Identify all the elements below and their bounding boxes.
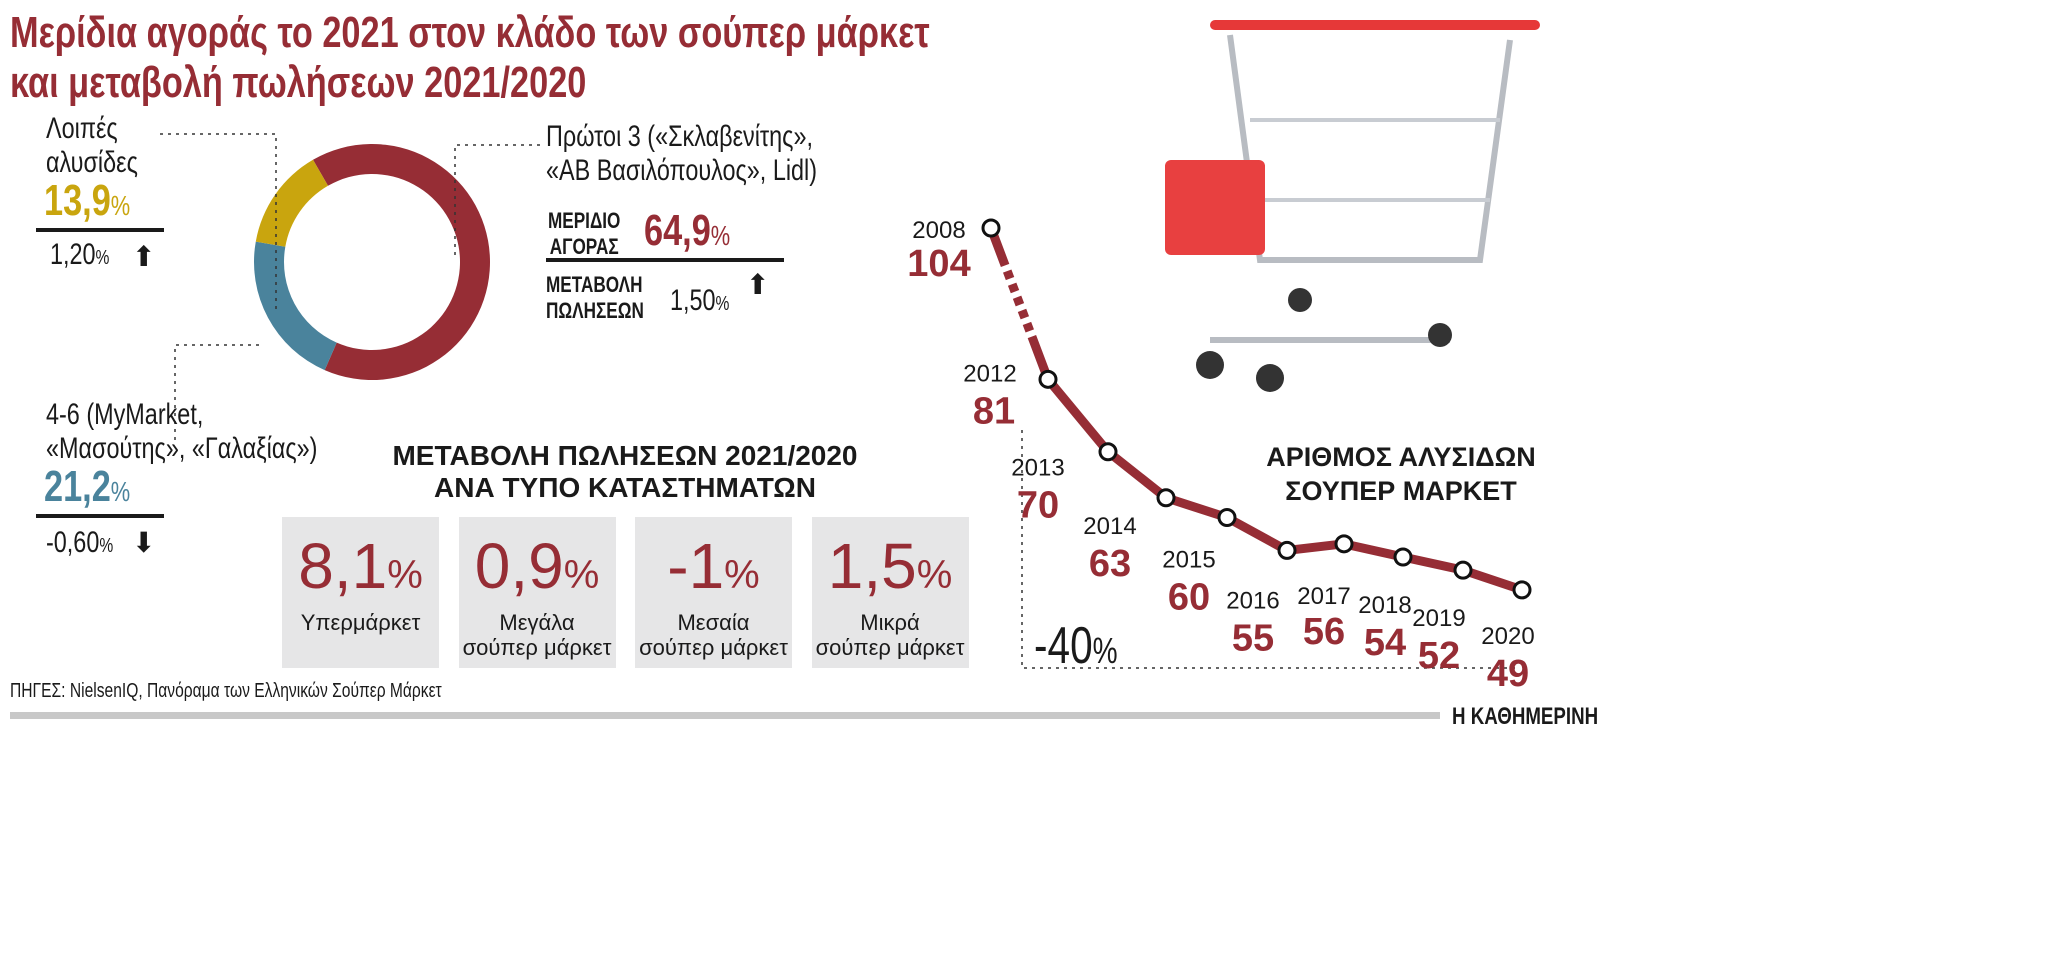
source: ΠΗΓΕΣ: NielsenIQ, Πανόραμα των Ελληνικών…	[10, 680, 442, 702]
publisher-logo: Η ΚΑΘΗΜΕΡΙΝΗ	[1452, 703, 1599, 730]
data-point	[1277, 540, 1297, 560]
line-segment	[1286, 539, 1345, 555]
leader-line-top3	[454, 144, 540, 260]
top3-share-label: ΜΕΡΙΔΙΟ ΑΓΟΡΑΣ	[548, 208, 621, 259]
down-arrow-icon: ⬇	[132, 527, 156, 558]
value-label: 54	[1364, 622, 1406, 664]
data-point	[1098, 442, 1118, 462]
store-type-value: 1,5%	[827, 530, 953, 602]
title-line-1: Μερίδια αγοράς το 2021 στον κλάδο των σο…	[10, 8, 930, 57]
value-label: 56	[1303, 611, 1345, 653]
store-type-box: 1,5% Μικρά σούπερ μάρκετ	[811, 517, 969, 668]
value-label: 70	[1017, 485, 1059, 527]
year-label: 2017	[1297, 583, 1350, 610]
others-share: 13,9%	[44, 176, 131, 225]
up-arrow-icon: ⬆	[132, 241, 156, 272]
value-label: 55	[1232, 617, 1274, 659]
others-label: Λοιπές αλυσίδες	[46, 112, 138, 179]
store-type-label: Μεσαία σούπερ μάρκετ	[639, 610, 788, 660]
donut-segment-top3	[313, 144, 490, 381]
divider	[546, 258, 784, 262]
donut-segment-others	[255, 159, 328, 247]
line-segment	[1224, 513, 1290, 555]
title-line-2: και μεταβολή πωλήσεων 2021/2020	[10, 58, 587, 107]
value-label: 81	[973, 390, 1015, 432]
year-label: 2014	[1083, 513, 1136, 540]
year-label: 2015	[1162, 547, 1215, 574]
mid-share: 21,2%	[44, 462, 131, 511]
line-segment	[986, 226, 1053, 381]
line-segment	[1164, 493, 1229, 522]
store-type-label: Μεγάλα σούπερ μάρκετ	[462, 610, 612, 660]
mid-label: 4-6 (MyMarket, «Μασούτης», «Γαλαξίας»)	[46, 398, 318, 465]
year-label: 2018	[1358, 592, 1411, 619]
divider	[36, 514, 164, 518]
store-type-value: 0,9%	[474, 530, 600, 602]
leader-line-mid	[174, 344, 262, 440]
data-point	[1217, 508, 1237, 528]
top3-label: Πρώτοι 3 («Σκλαβενίτης», «ΑΒ Βασιλόπουλος…	[546, 120, 818, 187]
year-label: 2008	[912, 217, 965, 244]
line-segment	[1402, 552, 1464, 575]
store-type-box: 8,1% Υπερμάρκετ	[282, 517, 439, 668]
year-label: 2016	[1226, 587, 1279, 614]
divider	[36, 228, 164, 232]
store-type-box: 0,9% Μεγάλα σούπερ μάρκετ	[458, 517, 616, 668]
store-types-title: ΜΕΤΑΒΟΛΗ ΠΩΛΗΣΕΩΝ 2021/2020 ΑΝΑ ΤΥΠΟ ΚΑΤΑ…	[392, 440, 858, 503]
donut-segment-mid	[253, 241, 337, 371]
line-segment	[1343, 539, 1404, 562]
up-arrow-icon: ⬆	[746, 269, 770, 300]
range-bracket	[1021, 430, 1520, 669]
line-segment	[1105, 448, 1169, 502]
shopping-cart-icon	[1165, 20, 1540, 392]
data-point	[981, 218, 1001, 238]
data-point	[1334, 534, 1354, 554]
top3-share: 64,9%	[644, 206, 731, 255]
value-label: 60	[1168, 577, 1210, 619]
store-type-label: Υπερμάρκετ	[300, 610, 421, 635]
line-segment	[1461, 565, 1524, 595]
others-change: 1,20%	[50, 238, 110, 271]
data-point	[1393, 547, 1413, 567]
data-point	[1453, 560, 1473, 580]
mid-change: -0,60%	[46, 526, 114, 559]
data-point	[1038, 369, 1058, 389]
footer-bar	[10, 712, 1440, 719]
line-segment	[1044, 376, 1112, 455]
data-point	[1512, 580, 1532, 600]
store-type-value: 8,1%	[298, 530, 423, 602]
leader-line-others	[160, 133, 277, 310]
data-point	[1156, 488, 1176, 508]
year-label: 2012	[963, 360, 1016, 387]
value-label: 49	[1487, 653, 1529, 695]
value-label: 52	[1418, 635, 1460, 677]
line-chart-title: ΑΡΙΘΜΟΣ ΑΛΥΣΙΔΩΝ ΣΟΥΠΕΡ ΜΑΡΚΕΤ	[1266, 442, 1536, 506]
store-type-label: Μικρά σούπερ μάρκετ	[815, 610, 965, 660]
store-type-value: -1%	[667, 530, 760, 602]
year-label: 2020	[1481, 623, 1534, 650]
year-label: 2019	[1412, 605, 1465, 632]
title: Μερίδια αγοράς το 2021 στον κλάδο των σο…	[10, 8, 1189, 108]
store-type-box: -1% Μεσαία σούπερ μάρκετ	[635, 517, 792, 668]
value-label: 63	[1089, 543, 1131, 585]
year-label: 2013	[1011, 455, 1064, 482]
decline-annotation: -40%	[1034, 617, 1118, 675]
top3-change: 1,50%	[670, 284, 730, 317]
top3-change-label: ΜΕΤΑΒΟΛΗ ΠΩΛΗΣΕΩΝ	[546, 272, 644, 323]
value-label: 104	[907, 243, 970, 285]
